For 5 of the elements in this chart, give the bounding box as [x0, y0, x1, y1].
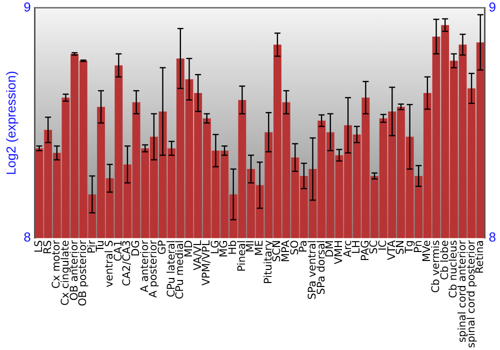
x-tick-label: OB posterior [77, 239, 90, 306]
y-axis-title: Log2 (expression) [3, 70, 18, 176]
y2-tick-label: 8 [488, 230, 496, 245]
y2-tick-label: 9 [488, 0, 496, 14]
x-tick-label: Tg [404, 240, 416, 254]
